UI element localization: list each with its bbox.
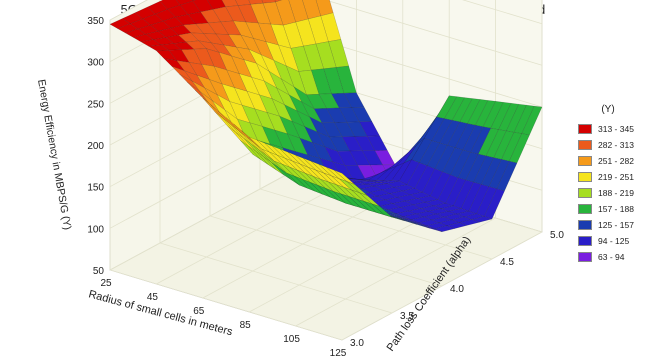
- surface-mesh: [109, 0, 543, 232]
- legend-item: 125 - 157: [578, 217, 666, 233]
- legend-swatch: [578, 204, 592, 214]
- legend-swatch: [578, 124, 592, 134]
- legend-swatch: [578, 172, 592, 182]
- z-tick-label: 250: [87, 99, 104, 110]
- surface-cell: [334, 170, 355, 185]
- y-tick-label: 4.5: [500, 257, 514, 268]
- legend-item: 63 - 94: [578, 249, 666, 265]
- legend-swatch: [578, 188, 592, 198]
- legend-swatch: [578, 236, 592, 246]
- legend-label: 157 - 188: [598, 204, 634, 214]
- legend-label: 63 - 94: [598, 252, 625, 262]
- z-axis-label: Energy Efficiency in MBPS/G (Y): [35, 78, 73, 230]
- y-tick-label: 4.0: [450, 284, 464, 295]
- x-tick-label: 45: [147, 292, 159, 303]
- legend-item: 282 - 313: [578, 137, 666, 153]
- legend-label: 219 - 251: [598, 172, 634, 182]
- y-tick-label: 3.5: [400, 311, 414, 322]
- y-tick-label: 3.0: [350, 338, 364, 349]
- z-tick-label: 50: [93, 266, 105, 277]
- legend-item: 94 - 125: [578, 233, 666, 249]
- legend-label: 94 - 125: [598, 236, 630, 246]
- y-gridline: [109, 20, 343, 341]
- y-tick-label: 5.0: [550, 230, 564, 241]
- legend-swatch: [578, 156, 592, 166]
- x-tick-label: 25: [100, 278, 112, 289]
- z-tick-label: 150: [87, 183, 104, 194]
- legend: (Y) 313 - 345 282 - 313 251 - 282 219 - 251…: [578, 104, 666, 265]
- x-tick-label: 105: [283, 334, 300, 345]
- legend-swatch: [578, 140, 592, 150]
- x-tick-label: 125: [330, 348, 347, 359]
- x-tick-label: 65: [193, 306, 205, 317]
- legend-item: 251 - 282: [578, 153, 666, 169]
- legend-label: 313 - 345: [598, 124, 634, 134]
- legend-label: 188 - 219: [598, 188, 634, 198]
- legend-title: (Y): [601, 104, 615, 115]
- legend-swatch: [578, 252, 592, 262]
- legend-item: 188 - 219: [578, 185, 666, 201]
- z-tick-label: 200: [87, 141, 104, 152]
- z-tick-label: 100: [87, 224, 104, 235]
- legend-label: 251 - 282: [598, 156, 634, 166]
- legend-item: 219 - 251: [578, 169, 666, 185]
- z-tick-label: 300: [87, 58, 104, 69]
- y-gridline: [159, 0, 393, 314]
- legend-item: 157 - 188: [578, 201, 666, 217]
- legend-label: 125 - 157: [598, 220, 634, 230]
- x-tick-label: 85: [240, 320, 252, 331]
- legend-swatch: [578, 220, 592, 230]
- legend-label: 282 - 313: [598, 140, 634, 150]
- z-tick-label: 350: [87, 16, 104, 27]
- legend-item: 313 - 345: [578, 121, 666, 137]
